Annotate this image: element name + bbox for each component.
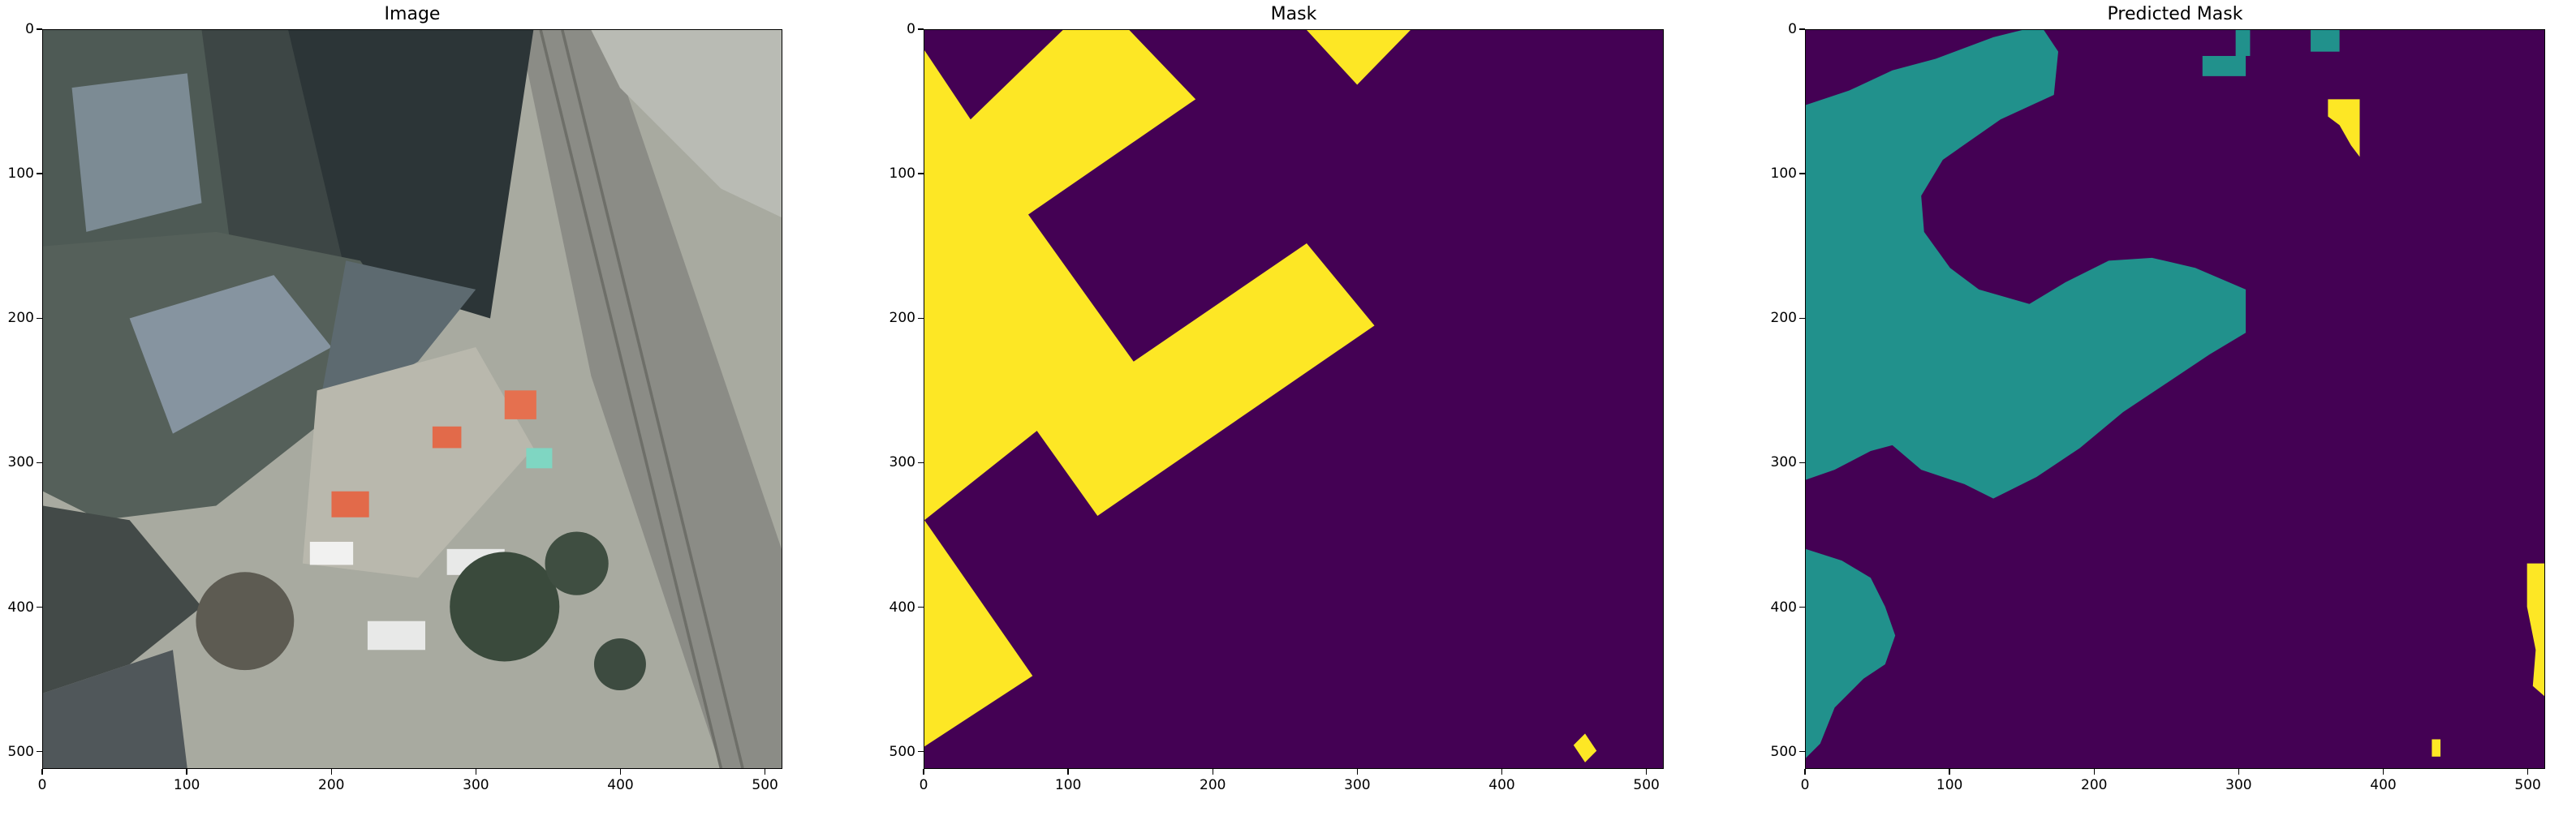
y-tick-label: 100 [889,165,915,183]
mask-region [924,30,1375,521]
y-tick-label: 100 [1770,165,1797,183]
y-tick-label: 0 [907,21,915,37]
y-tick-mark [37,462,42,464]
y-tick-label: 500 [7,743,34,760]
y-tick-mark [37,750,42,753]
y-tick-mark [918,317,924,319]
x-tick-mark [619,769,622,775]
x-tick-mark [1949,769,1950,775]
y-tick-label: 100 [7,165,34,183]
y-tick-mark [1799,462,1805,464]
x-tick-label: 400 [1488,777,1515,793]
y-tick-label: 0 [1788,21,1797,37]
panel-title: Mask [1270,4,1317,24]
y-tick-label: 500 [889,743,915,760]
aerial-image [42,29,782,769]
mask-panel: Mask 0 100 200 300 400 500 0 100 200 300 400 500 [881,0,1693,816]
y-tick-label: 300 [7,454,34,471]
pred-region [2202,55,2246,76]
y-tick-mark [1799,28,1805,30]
y-tick-mark [37,317,42,319]
x-tick-label: 0 [37,777,47,793]
pred-region [2328,99,2360,157]
mask-region [1306,30,1411,85]
y-tick-mark [1799,750,1805,753]
x-tick-mark [330,769,332,775]
y-tick-mark [918,28,924,30]
x-tick-mark [2526,769,2529,775]
x-tick-mark [475,769,477,775]
x-tick-label: 300 [2225,777,2252,793]
x-tick-label: 100 [173,777,200,793]
ground-truth-mask [924,29,1664,769]
x-tick-label: 200 [2081,777,2108,793]
y-tick-label: 200 [7,310,34,327]
y-tick-label: 500 [1770,743,1797,760]
y-tick-label: 0 [25,21,34,37]
y-tick-mark [37,28,42,30]
pred-region [1806,548,1896,758]
x-tick-mark [1501,769,1503,775]
y-tick-label: 200 [1770,310,1797,327]
image-panel: Image [0,0,812,816]
predicted-mask [1805,29,2545,769]
y-tick-mark [918,606,924,608]
pred-region [2432,739,2441,757]
x-tick-label: 200 [1200,777,1226,793]
y-tick-mark [37,606,42,608]
x-tick-mark [41,769,43,775]
y-tick-label: 300 [889,454,915,471]
x-tick-label: 100 [1054,777,1082,793]
x-tick-label: 400 [607,777,634,793]
panel-title: Predicted Mask [2107,4,2243,24]
x-tick-label: 0 [1800,777,1810,793]
x-tick-mark [2093,769,2095,775]
y-tick-label: 300 [1770,454,1797,471]
y-tick-label: 400 [7,599,34,616]
pred-region [2235,30,2251,56]
x-tick-label: 500 [1633,777,1660,793]
x-tick-mark [1804,769,1806,775]
predicted-mask-panel: Predicted Mask 0 100 200 300 400 500 0 100 200 30… [1763,0,2574,816]
pred-region [1806,30,2246,499]
y-tick-mark [37,173,42,174]
pred-region [2526,563,2544,697]
x-tick-mark [1645,769,1648,775]
x-tick-mark [1067,769,1069,775]
x-tick-label: 0 [919,777,928,793]
y-tick-mark [918,173,924,174]
x-tick-mark [1356,769,1359,775]
x-tick-label: 500 [752,777,778,793]
y-tick-label: 200 [889,310,915,327]
x-tick-mark [1212,769,1213,775]
x-tick-mark [2238,769,2240,775]
panel-title: Image [384,4,441,24]
y-tick-mark [1799,317,1805,319]
y-tick-label: 400 [889,599,915,616]
x-tick-label: 300 [1344,777,1371,793]
y-tick-label: 400 [1770,599,1797,616]
x-tick-mark [186,769,187,775]
y-tick-mark [1799,606,1805,608]
y-tick-mark [1799,173,1805,174]
mask-region [924,520,1033,747]
x-tick-label: 500 [2514,777,2541,793]
mask-region [1573,733,1597,762]
x-tick-label: 100 [1936,777,1963,793]
y-tick-mark [918,462,924,464]
x-tick-mark [764,769,766,775]
y-tick-mark [918,750,924,753]
x-tick-label: 200 [318,777,345,793]
pred-region [2311,30,2340,52]
x-tick-mark [2382,769,2384,775]
x-tick-label: 400 [2370,777,2397,793]
x-tick-label: 300 [463,777,489,793]
x-tick-mark [923,769,924,775]
